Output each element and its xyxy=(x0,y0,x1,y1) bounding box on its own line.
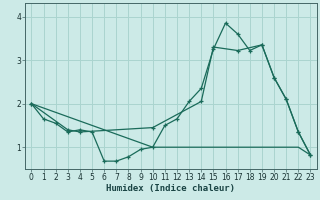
X-axis label: Humidex (Indice chaleur): Humidex (Indice chaleur) xyxy=(107,184,236,193)
